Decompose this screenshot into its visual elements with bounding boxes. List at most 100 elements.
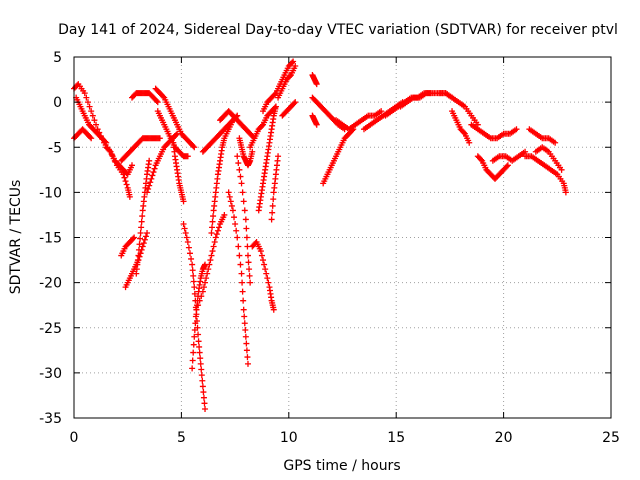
data-point (242, 333, 249, 340)
data-point (191, 290, 198, 297)
data-point (184, 153, 191, 160)
series-arc42 (489, 148, 529, 164)
x-tick-label: 15 (387, 430, 405, 446)
data-point (196, 343, 203, 350)
data-point (233, 227, 240, 234)
data-point (201, 400, 208, 407)
data-point (238, 270, 245, 277)
data-point (241, 320, 248, 327)
data-point (190, 349, 197, 356)
data-point (190, 278, 197, 285)
grid (74, 57, 611, 418)
x-tick-label: 20 (495, 430, 513, 446)
data-point (203, 275, 210, 282)
y-tick-label: -25 (39, 321, 62, 337)
data-point (292, 99, 299, 106)
data-point (272, 103, 279, 110)
data-point (173, 131, 180, 138)
series-arc44 (522, 153, 569, 196)
y-axis-label: SDTVAR / TECUs (8, 180, 24, 295)
data-point (91, 117, 98, 124)
data-point (81, 90, 88, 97)
data-point (147, 179, 154, 186)
y-tick-label: -35 (39, 411, 62, 427)
data-point (466, 139, 473, 146)
data-point (275, 153, 282, 160)
data-point (197, 355, 204, 362)
data-point (149, 172, 156, 179)
data-point (236, 166, 243, 173)
data-point (182, 229, 189, 236)
data-point (268, 216, 275, 223)
data-point (239, 288, 246, 295)
series-arc13 (169, 135, 187, 205)
data-point (210, 213, 217, 220)
data-point (243, 340, 250, 347)
data-point (208, 252, 215, 259)
data-point (74, 82, 81, 89)
y-tick-label: -5 (48, 140, 62, 156)
data-point (239, 189, 246, 196)
data-point (231, 214, 238, 221)
data-point (243, 234, 250, 241)
series-arc16 (193, 211, 228, 313)
data-point (209, 224, 216, 231)
data-point (189, 365, 196, 372)
data-point (160, 93, 167, 100)
data-point (240, 198, 247, 205)
data-point (198, 293, 205, 300)
data-point (228, 202, 235, 209)
data-point (234, 234, 241, 241)
data-point (88, 135, 95, 142)
data-point (183, 234, 190, 241)
data-point (313, 81, 320, 88)
data-point (237, 173, 244, 180)
series-arc45 (532, 144, 565, 173)
data-point (558, 166, 565, 173)
series-arc06 (128, 90, 161, 106)
data-point (286, 73, 293, 80)
data-point (221, 211, 228, 218)
data-point (144, 189, 151, 196)
data-point (189, 357, 196, 364)
data-point (257, 248, 264, 255)
data-point (202, 405, 209, 412)
data-point (140, 240, 147, 247)
data-point (191, 284, 198, 291)
data-point (196, 297, 203, 304)
data-point (199, 377, 206, 384)
data-point (198, 366, 205, 373)
data-point (211, 239, 218, 246)
data-point (239, 279, 246, 286)
data-point (292, 63, 299, 70)
data-point (378, 108, 385, 115)
data-point (191, 327, 198, 334)
data-point (191, 333, 198, 340)
data-point (199, 383, 206, 390)
data-point (146, 157, 153, 164)
data-point (136, 253, 143, 260)
x-axis-ticks: 0 5 10 15 20 25 (70, 57, 620, 446)
data-point (137, 235, 144, 242)
series-arc20 (225, 189, 251, 367)
series-arc19 (217, 108, 258, 142)
data-point (138, 218, 145, 225)
series-arc10 (133, 157, 153, 277)
series-arc43 (526, 126, 559, 146)
data-point (265, 279, 272, 286)
series-arc40 (474, 153, 511, 182)
data-point (513, 126, 520, 133)
data-point (185, 244, 192, 251)
data-point (135, 246, 142, 253)
data-point (196, 349, 203, 356)
data-point (128, 162, 135, 169)
data-point (227, 198, 234, 205)
series-arc25 (255, 103, 279, 214)
chart-title: Day 141 of 2024, Sidereal Day-to-day VTE… (58, 22, 618, 38)
data-point (198, 372, 205, 379)
data-point (262, 266, 269, 273)
data-point (244, 252, 251, 259)
data-point (249, 148, 256, 155)
data-point (270, 196, 277, 203)
